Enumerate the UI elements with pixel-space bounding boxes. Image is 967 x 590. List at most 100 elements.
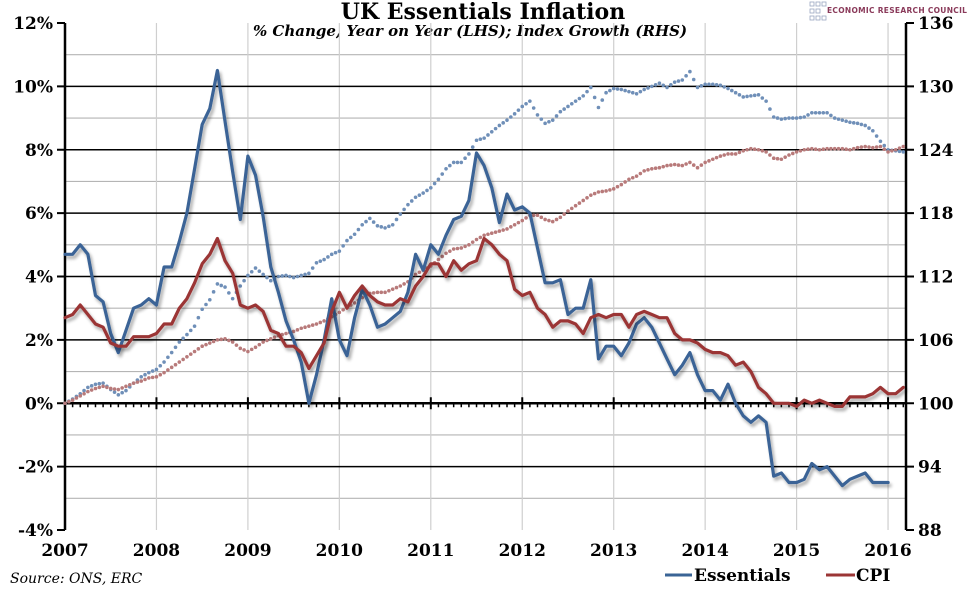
point-cpi-index (295, 328, 300, 332)
point-cpi-index (764, 150, 768, 154)
point-essentials-index (246, 273, 250, 278)
point-cpi-index (779, 157, 784, 162)
point-essentials-index (520, 104, 525, 109)
point-essentials-index (150, 369, 155, 373)
point-essentials-index (874, 134, 879, 138)
y-left-tick-label: 8% (25, 141, 53, 161)
point-essentials-index (398, 212, 403, 216)
point-essentials-index (253, 266, 258, 270)
point-cpi-index (268, 337, 273, 341)
point-essentials-index (417, 193, 422, 197)
point-cpi-index (535, 213, 540, 218)
point-cpi-index (86, 389, 90, 394)
point-cpi-index (101, 384, 105, 389)
point-essentials-index (569, 102, 574, 106)
point-essentials-index (768, 107, 772, 111)
x-axis-labels: 2007 2008 2009 2010 2011 2012 2013 2014 2015 2016 (41, 541, 911, 561)
chart-title: UK Essentials Inflation (341, 0, 625, 25)
point-cpi-index (242, 348, 246, 352)
point-cpi-index (318, 320, 323, 325)
y-left-tick-label: -2% (18, 458, 53, 478)
axes (57, 22, 914, 531)
point-cpi-index (459, 246, 464, 250)
point-cpi-index (227, 338, 231, 343)
point-essentials-index (318, 259, 323, 263)
point-cpi-index (253, 345, 258, 350)
point-essentials-index (832, 116, 837, 120)
point-cpi-index (722, 153, 727, 157)
point-cpi-index (169, 365, 174, 370)
point-essentials-index (531, 106, 536, 110)
legend-item-cpi[interactable]: CPI (826, 566, 890, 586)
point-essentials-index (166, 355, 170, 360)
point-cpi-index (67, 399, 71, 404)
point-cpi-index (646, 168, 650, 172)
legend: Essentials CPI (665, 566, 890, 586)
point-cpi-index (124, 384, 128, 389)
point-essentials-index (299, 273, 304, 278)
x-tick-label: 2009 (224, 541, 271, 561)
point-cpi-index (284, 331, 288, 336)
point-cpi-index (505, 227, 509, 231)
point-cpi-index (733, 152, 738, 156)
point-cpi-index (470, 240, 475, 244)
legend-item-essentials[interactable]: Essentials (665, 566, 791, 586)
point-essentials-index (813, 110, 818, 115)
point-cpi-index (486, 232, 490, 237)
point-cpi-index (817, 147, 822, 152)
legend-label-essentials: Essentials (694, 566, 791, 586)
point-cpi-index (543, 217, 547, 222)
point-essentials-index (661, 83, 666, 88)
point-cpi-index (181, 357, 185, 362)
point-essentials-index (733, 90, 738, 95)
point-essentials-index (505, 118, 509, 122)
point-essentials-index (699, 84, 704, 88)
point-essentials-index (223, 285, 227, 289)
point-cpi-index (158, 372, 163, 377)
point-essentials-index (608, 88, 612, 93)
series-cpi (63, 236, 905, 408)
point-essentials-index (547, 119, 551, 124)
point-cpi-index (265, 338, 269, 343)
point-cpi-index (676, 163, 681, 167)
y-right-tick-label: 88 (918, 521, 942, 541)
y-left-tick-label: 12% (13, 14, 53, 34)
point-cpi-index (173, 362, 178, 367)
point-essentials-index (368, 216, 372, 221)
point-cpi-index (547, 218, 551, 223)
point-essentials-index (878, 139, 883, 144)
point-essentials-index (307, 271, 311, 276)
point-essentials-index (794, 116, 799, 120)
point-cpi-index (352, 301, 357, 305)
point-essentials-index (619, 87, 624, 92)
point-essentials-index (482, 136, 486, 140)
point-cpi-index (489, 231, 494, 235)
point-essentials-index (863, 123, 867, 128)
point-cpi-index (379, 290, 384, 295)
point-essentials-index (169, 350, 174, 355)
point-cpi-index (699, 163, 704, 167)
point-cpi-index (177, 360, 182, 364)
y-right-tick-label: 136 (918, 14, 954, 34)
point-cpi-index (665, 163, 669, 168)
point-essentials-index (211, 290, 216, 294)
point-essentials-index (238, 284, 243, 288)
point-cpi-index (539, 215, 544, 220)
point-cpi-index (554, 217, 559, 222)
point-cpi-index (684, 162, 688, 166)
point-cpi-index (93, 386, 98, 391)
point-cpi-index (200, 344, 204, 349)
point-essentials-index (463, 156, 467, 160)
point-essentials-index (265, 275, 269, 280)
point-cpi-index (440, 254, 445, 259)
point-essentials-index (147, 370, 151, 375)
point-cpi-index (756, 147, 761, 152)
point-essentials-index (467, 152, 471, 156)
point-essentials-index (653, 82, 658, 87)
point-cpi-index (855, 145, 860, 150)
point-essentials-index (882, 143, 887, 148)
point-cpi-index (680, 163, 685, 168)
point-essentials-index (207, 297, 212, 302)
point-cpi-index (867, 145, 871, 149)
point-cpi-index (787, 153, 791, 157)
